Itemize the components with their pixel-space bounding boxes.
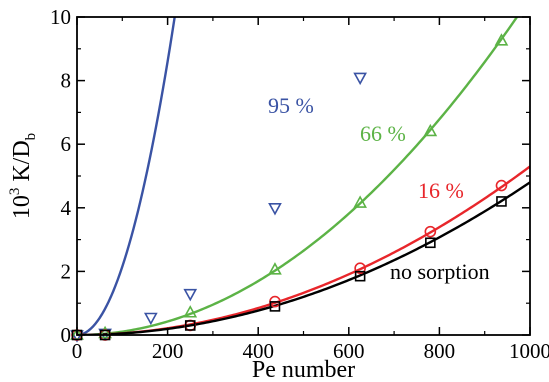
- data-point-no-sorption: [496, 196, 507, 207]
- series-curves: [77, 17, 530, 335]
- data-point-no-sorption: [184, 320, 196, 331]
- data-point-66-: [268, 262, 282, 275]
- data-point-95-: [183, 288, 198, 302]
- y-axis-title-superscript: 3: [7, 188, 23, 196]
- x-tick-label: 800: [424, 339, 456, 363]
- x-tick-label: 0: [72, 339, 83, 363]
- y-tick-label: 0: [61, 323, 72, 347]
- y-tick-label: 10: [50, 5, 71, 29]
- x-tick-label: 600: [333, 339, 365, 363]
- data-point-66-: [98, 325, 112, 339]
- y-tick-label: 4: [61, 196, 72, 220]
- data-point-no-sorption: [425, 237, 436, 249]
- series-label-no-sorption: no sorption: [390, 259, 490, 284]
- data-point-95-: [143, 312, 158, 326]
- y-tick-label: 2: [61, 259, 72, 283]
- series-label-95-: 95 %: [268, 93, 314, 118]
- series-line-66-: [77, 17, 519, 335]
- data-point-16-: [495, 179, 508, 192]
- data-point-16-: [354, 262, 366, 275]
- tick-labels: 0 200 400 600 800 1000 0 2 4 6 8 10: [50, 5, 549, 363]
- data-point-no-sorption: [354, 270, 366, 282]
- y-axis-title-text: K/D: [9, 140, 35, 187]
- data-point-66-: [183, 305, 198, 318]
- y-axis-title: 103 K/Db: [7, 133, 39, 219]
- series-labels: 95 % 66 % 16 % no sorption: [268, 93, 490, 284]
- x-tick-label: 1000: [509, 339, 549, 363]
- series-line-95-: [77, 17, 176, 335]
- data-point-95-: [268, 203, 282, 216]
- data-point-16-: [424, 225, 437, 238]
- series-label-66-: 66 %: [360, 121, 406, 146]
- y-axis-title-base: 10: [9, 195, 35, 219]
- data-point-no-sorption: [269, 301, 281, 312]
- data-point-66-: [494, 33, 509, 46]
- data-point-95-: [353, 72, 367, 86]
- y-axis-title-subscript: b: [23, 133, 39, 141]
- series-line-no-sorption: [77, 181, 530, 335]
- data-point-66-: [353, 195, 367, 208]
- x-tick-label: 400: [242, 339, 274, 363]
- plot-frame: [76, 16, 531, 336]
- series-label-16-: 16 %: [418, 178, 464, 203]
- y-tick-label: 8: [61, 69, 72, 93]
- x-axis-title: Pe number: [252, 357, 355, 382]
- y-tick-label: 6: [61, 132, 72, 156]
- x-tick-label: 200: [152, 339, 184, 363]
- data-point-66-: [423, 123, 438, 137]
